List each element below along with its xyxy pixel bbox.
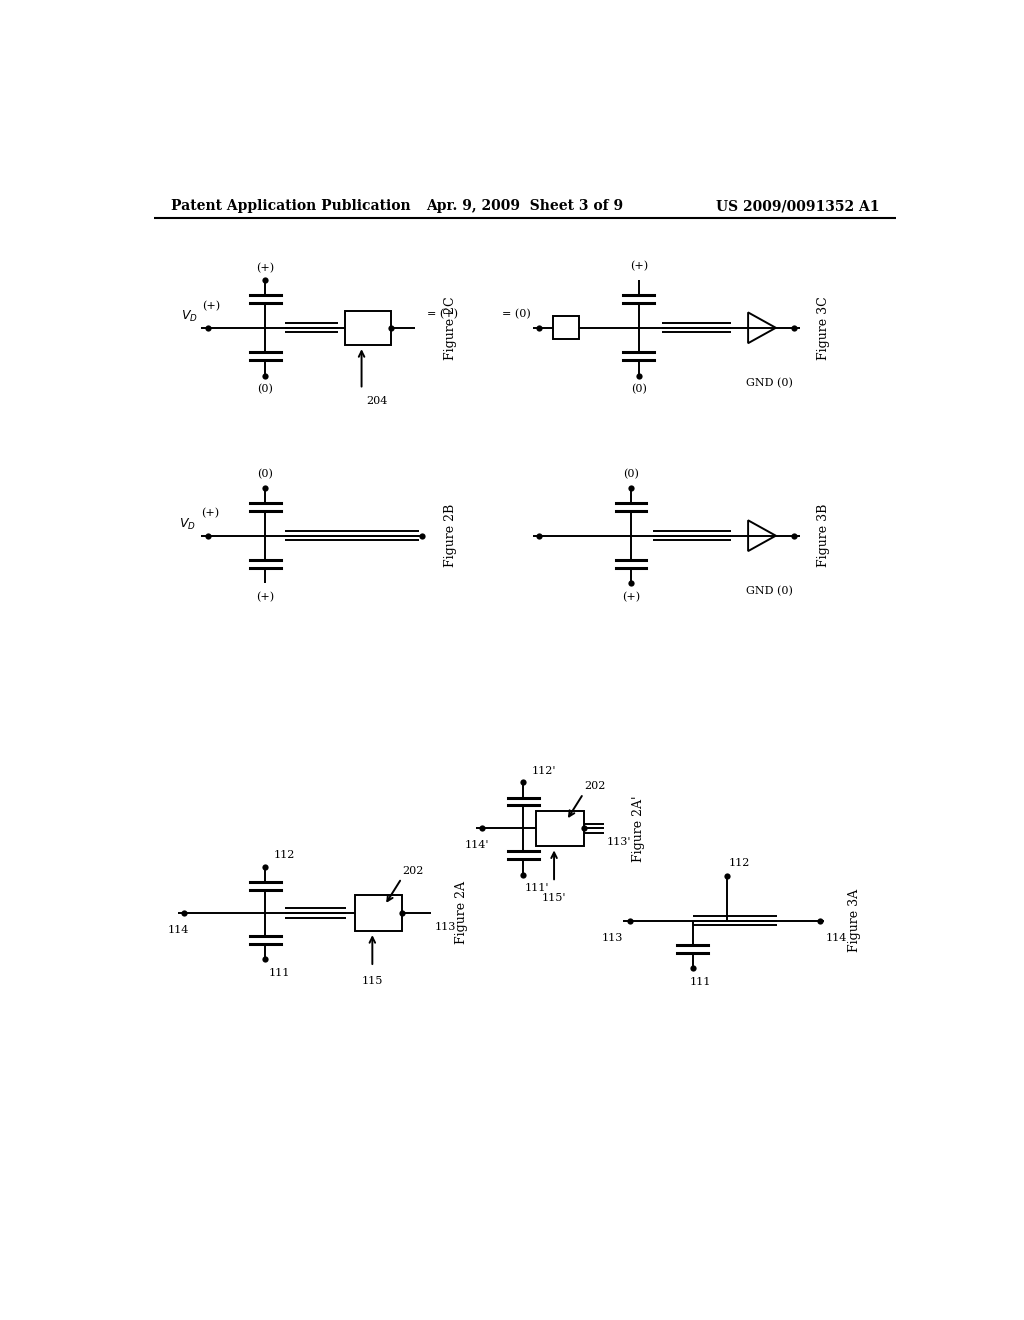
Text: GND (0): GND (0) — [746, 378, 794, 388]
Text: (0): (0) — [257, 469, 273, 479]
Text: Figure 3C: Figure 3C — [817, 296, 830, 359]
Text: (+): (+) — [201, 507, 219, 517]
Text: (+): (+) — [622, 593, 640, 602]
Text: Figure 2C: Figure 2C — [443, 296, 457, 359]
Text: (+): (+) — [630, 261, 648, 272]
Text: Patent Application Publication: Patent Application Publication — [171, 199, 411, 213]
Text: 113': 113' — [606, 837, 631, 847]
Text: (+): (+) — [256, 263, 274, 273]
Text: Figure 3B: Figure 3B — [817, 504, 830, 568]
Text: 115': 115' — [542, 892, 566, 903]
Text: US 2009/0091352 A1: US 2009/0091352 A1 — [716, 199, 879, 213]
Text: $V_D$: $V_D$ — [181, 309, 199, 323]
Text: Apr. 9, 2009  Sheet 3 of 9: Apr. 9, 2009 Sheet 3 of 9 — [426, 199, 624, 213]
Text: 111: 111 — [268, 968, 290, 978]
Text: $V_D$: $V_D$ — [179, 516, 196, 532]
Bar — [537, 810, 584, 846]
Text: 111': 111' — [525, 883, 549, 894]
Text: 113: 113 — [435, 921, 456, 932]
Text: = (0): = (0) — [502, 309, 531, 319]
Text: 112: 112 — [273, 850, 295, 861]
Text: 114': 114' — [465, 841, 489, 850]
Text: 202: 202 — [402, 866, 424, 875]
Bar — [553, 317, 579, 339]
Text: 114: 114 — [826, 933, 847, 942]
Text: 114: 114 — [168, 925, 189, 935]
Text: Figure 2A: Figure 2A — [455, 882, 468, 945]
Text: 112: 112 — [728, 858, 750, 869]
Text: 111: 111 — [690, 977, 711, 987]
Text: (0): (0) — [631, 384, 647, 395]
Text: Figure 2B: Figure 2B — [443, 504, 457, 568]
Text: Figure 2A': Figure 2A' — [632, 795, 645, 862]
Text: 202: 202 — [584, 781, 605, 791]
Bar — [345, 312, 391, 345]
Text: 115: 115 — [361, 975, 383, 986]
Bar — [354, 895, 402, 931]
Text: (0): (0) — [624, 469, 639, 479]
Text: 112': 112' — [531, 766, 556, 776]
Text: 113: 113 — [602, 933, 624, 942]
Text: (+): (+) — [256, 593, 274, 602]
Text: Figure 3A: Figure 3A — [848, 890, 861, 952]
Text: 204: 204 — [367, 396, 388, 407]
Text: (0): (0) — [257, 384, 273, 395]
Text: (+): (+) — [203, 301, 220, 312]
Text: GND (0): GND (0) — [746, 586, 794, 597]
Text: = (+): = (+) — [427, 309, 458, 319]
